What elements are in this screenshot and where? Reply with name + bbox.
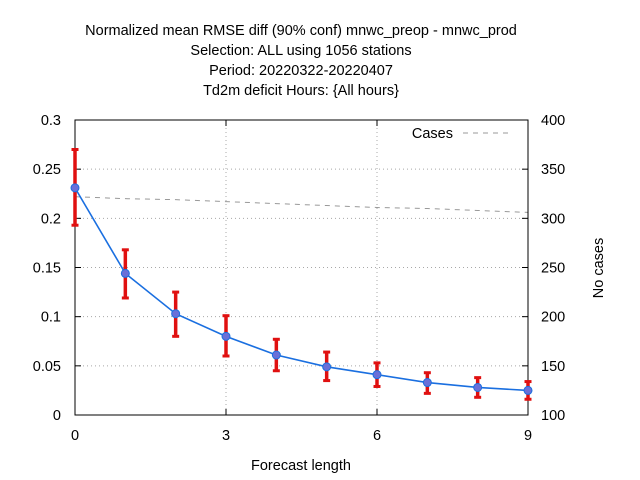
y2-axis-label: No cases: [591, 238, 607, 298]
x-tick-label: 3: [222, 428, 230, 444]
data-point: [171, 309, 181, 319]
y2-tick-label: 300: [541, 211, 565, 227]
data-point: [271, 350, 281, 360]
data-point: [422, 378, 432, 388]
title-line-4: Td2m deficit Hours: {All hours}: [203, 83, 399, 99]
title-line-1: Normalized mean RMSE diff (90% conf) mnw…: [85, 23, 517, 39]
data-point: [523, 385, 533, 395]
legend-label-cases: Cases: [412, 126, 453, 142]
chart-title: Normalized mean RMSE diff (90% conf) mnw…: [85, 23, 517, 99]
x-tick-labels: 0 3 6 9: [71, 428, 532, 444]
data-point: [70, 183, 80, 193]
data-point: [221, 331, 231, 341]
rmse-line: [74, 187, 529, 392]
data-point: [372, 370, 382, 380]
y-tick-label: 0.15: [33, 261, 61, 277]
y2-tick-label: 200: [541, 310, 565, 326]
y-tick-label: 0.3: [41, 113, 61, 129]
data-point: [473, 382, 483, 392]
legend: Cases: [412, 126, 513, 142]
y-tick-label: 0.05: [33, 359, 61, 375]
data-point: [322, 362, 332, 372]
rmse-series: [70, 148, 533, 401]
x-tick-label: 6: [373, 428, 381, 444]
x-tick-label: 9: [524, 428, 532, 444]
y2-tick-label: 250: [541, 261, 565, 277]
y-tick-labels: 0 0.05 0.1 0.15 0.2 0.25 0.3: [33, 113, 61, 424]
y2-tick-label: 100: [541, 408, 565, 424]
y-tick-label: 0.2: [41, 211, 61, 227]
y2-tick-label: 150: [541, 359, 565, 375]
y2-tick-labels: 100 150 200 250 300 350 400: [541, 113, 565, 424]
y2-tick-label: 400: [541, 113, 565, 129]
x-tick-label: 0: [71, 428, 79, 444]
data-point: [120, 268, 130, 278]
y-tick-label: 0.1: [41, 310, 61, 326]
ticks: [74, 119, 529, 416]
title-line-3: Period: 20220322-20220407: [209, 63, 393, 79]
x-axis-label: Forecast length: [251, 458, 351, 474]
title-line-2: Selection: ALL using 1056 stations: [190, 43, 411, 59]
y-tick-label: 0: [53, 408, 61, 424]
y2-tick-label: 350: [541, 162, 565, 178]
y-tick-label: 0.25: [33, 162, 61, 178]
